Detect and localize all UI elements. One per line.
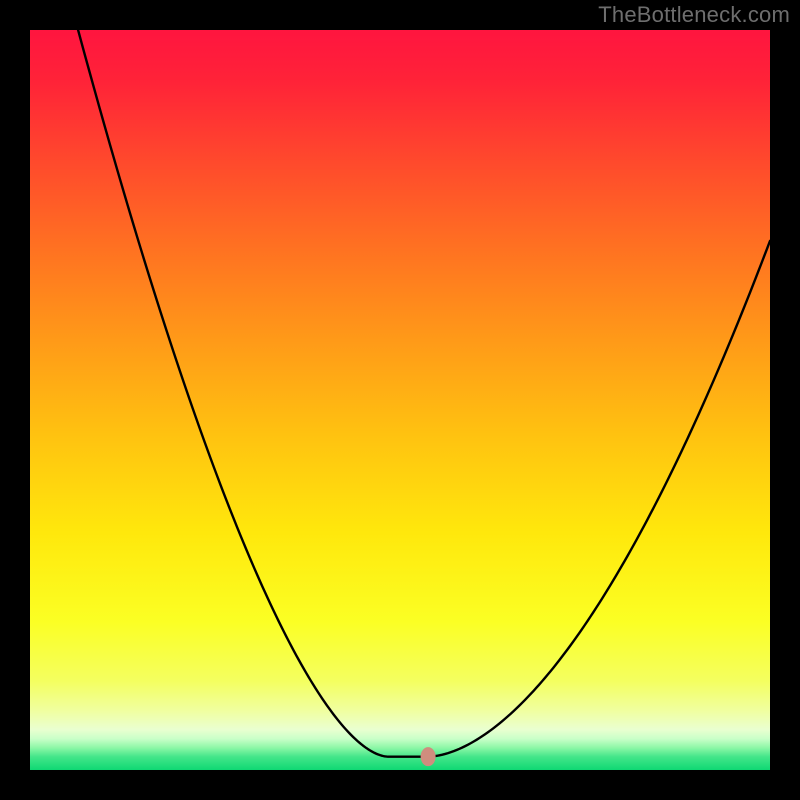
optimum-marker [421,748,435,766]
watermark-text: TheBottleneck.com [598,2,790,28]
gradient-plot-area [30,30,770,770]
bottleneck-chart [0,0,800,800]
chart-container: TheBottleneck.com [0,0,800,800]
